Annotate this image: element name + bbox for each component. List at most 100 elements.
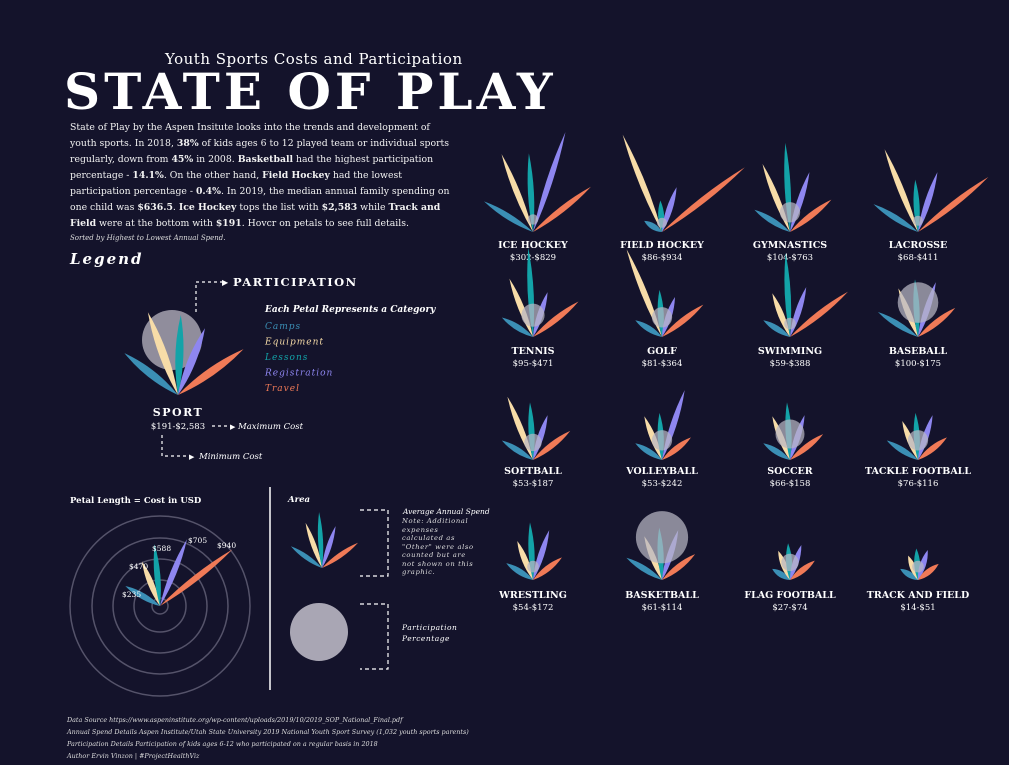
svg-text:▶: ▶ bbox=[189, 453, 195, 461]
sport-petal[interactable] bbox=[533, 430, 571, 460]
sport-tackle-football[interactable]: TACKLE FOOTBALL $76-$116 bbox=[865, 412, 971, 489]
ring-petal-4[interactable] bbox=[160, 549, 233, 606]
legend-title: Legend bbox=[70, 250, 144, 268]
sport-name: TRACK AND FIELD bbox=[867, 590, 969, 601]
sport-petal[interactable] bbox=[626, 557, 662, 580]
legend-petal-camps[interactable] bbox=[124, 353, 178, 395]
area-petal-4[interactable] bbox=[322, 542, 359, 568]
participation-circle[interactable] bbox=[784, 317, 796, 330]
sport-range: $61-$114 bbox=[642, 603, 683, 613]
sport-petal[interactable] bbox=[884, 149, 918, 232]
sport-petal[interactable] bbox=[662, 554, 696, 580]
sport-range: $14-$51 bbox=[900, 603, 935, 613]
sport-petal[interactable] bbox=[754, 209, 790, 232]
sport-lacrosse[interactable]: LACROSSE $68-$411 bbox=[873, 149, 989, 263]
sport-petal[interactable] bbox=[918, 563, 939, 580]
sport-petal[interactable] bbox=[918, 172, 938, 232]
sport-petal[interactable] bbox=[790, 434, 824, 460]
area-petal-0[interactable] bbox=[290, 546, 322, 568]
participation-circle[interactable] bbox=[527, 560, 539, 573]
ring-label-705: $705 bbox=[188, 536, 207, 545]
sport-petal[interactable] bbox=[772, 568, 790, 580]
sport-track-and-field[interactable]: TRACK AND FIELD $14-$51 bbox=[867, 548, 969, 613]
sport-petal[interactable] bbox=[506, 563, 533, 580]
sport-petal[interactable] bbox=[790, 560, 815, 580]
legend-petal-lessons[interactable] bbox=[175, 315, 184, 395]
sport-petal[interactable] bbox=[763, 320, 790, 337]
sport-wrestling[interactable]: WRESTLING $54-$172 bbox=[498, 522, 567, 613]
sport-petal[interactable] bbox=[877, 311, 918, 337]
participation-circle[interactable] bbox=[907, 430, 929, 451]
ring-petal-0[interactable] bbox=[125, 586, 160, 606]
sport-petal[interactable] bbox=[533, 186, 591, 232]
participation-circle[interactable] bbox=[781, 553, 799, 572]
sport-petal[interactable] bbox=[918, 437, 947, 460]
sport-petal[interactable] bbox=[501, 440, 533, 460]
sport-petal[interactable] bbox=[662, 167, 745, 232]
sport-petal[interactable] bbox=[784, 253, 792, 337]
sport-baseball[interactable]: BASEBALL $100-$175 bbox=[877, 279, 956, 369]
area-petal-1[interactable] bbox=[305, 522, 322, 568]
sport-petal[interactable] bbox=[501, 154, 533, 232]
sport-range: $66-$158 bbox=[770, 479, 811, 489]
sport-petal[interactable] bbox=[635, 443, 662, 460]
legend-petal-equipment[interactable] bbox=[147, 312, 178, 395]
sport-petal[interactable] bbox=[533, 301, 579, 337]
sport-ice-hockey[interactable]: ICE HOCKEY $302-$829 bbox=[484, 132, 591, 263]
sport-soccer[interactable]: SOCCER $66-$158 bbox=[763, 402, 824, 489]
area-petal-3[interactable] bbox=[322, 526, 336, 568]
sport-softball[interactable]: SOFTBALL $53-$187 bbox=[501, 396, 571, 489]
sport-basketball[interactable]: BASKETBALL $61-$114 bbox=[625, 511, 699, 613]
area-petal-2[interactable] bbox=[317, 512, 324, 568]
sport-field-hockey[interactable]: FIELD HOCKEY $86-$934 bbox=[620, 134, 745, 263]
sport-petal[interactable] bbox=[533, 132, 566, 232]
legend-max-cost: Maximum Cost bbox=[237, 422, 304, 432]
legend-petal-registration[interactable] bbox=[178, 328, 205, 395]
sport-petal[interactable] bbox=[873, 204, 918, 232]
ring-petal-1[interactable] bbox=[142, 561, 160, 606]
sport-petal[interactable] bbox=[790, 199, 832, 232]
participation-circle[interactable] bbox=[897, 282, 939, 323]
sport-petal[interactable] bbox=[900, 568, 918, 580]
sport-gymnastics[interactable]: GYMNASTICS $104-$763 bbox=[753, 142, 832, 263]
sport-petal[interactable] bbox=[644, 220, 662, 232]
sport-swimming[interactable]: SWIMMING $59-$388 bbox=[758, 253, 848, 369]
participation-circle[interactable] bbox=[913, 215, 923, 226]
participation-circle[interactable] bbox=[651, 430, 673, 451]
sport-petal[interactable] bbox=[790, 291, 848, 337]
footer-line-1: Data Source https://www.aspeninstitute.o… bbox=[67, 716, 403, 724]
participation-circle[interactable] bbox=[527, 214, 539, 225]
ring-petal-3[interactable] bbox=[160, 539, 187, 606]
sport-petal[interactable] bbox=[763, 443, 790, 460]
legend-sport-label: SPORT bbox=[153, 406, 203, 419]
participation-circle[interactable] bbox=[521, 303, 545, 327]
participation-circle[interactable] bbox=[635, 511, 689, 564]
sport-tennis[interactable]: TENNIS $95-$471 bbox=[501, 247, 579, 369]
ring-petal-2[interactable] bbox=[153, 544, 161, 606]
legend-petal-travel[interactable] bbox=[178, 349, 244, 395]
sport-petal[interactable] bbox=[484, 201, 533, 232]
sport-petal[interactable] bbox=[635, 320, 662, 337]
sport-golf[interactable]: GOLF $81-$364 bbox=[626, 249, 704, 369]
participation-circle[interactable] bbox=[779, 202, 801, 223]
sport-petal[interactable] bbox=[918, 177, 989, 232]
sport-petal[interactable] bbox=[501, 317, 533, 337]
participation-circle[interactable] bbox=[912, 560, 924, 573]
sport-petal[interactable] bbox=[662, 304, 704, 337]
area-circle bbox=[290, 603, 348, 661]
sport-petal[interactable] bbox=[918, 307, 956, 337]
sport-petal[interactable] bbox=[622, 134, 662, 232]
participation-circle[interactable] bbox=[775, 419, 805, 449]
sport-petal[interactable] bbox=[533, 557, 562, 580]
participation-circle[interactable] bbox=[651, 307, 673, 328]
sport-petal[interactable] bbox=[527, 153, 535, 232]
sport-name: ICE HOCKEY bbox=[498, 240, 568, 251]
participation-circle[interactable] bbox=[524, 433, 542, 452]
sport-name: SWIMMING bbox=[758, 346, 822, 357]
sport-volleyball[interactable]: VOLLEYBALL $53-$242 bbox=[625, 390, 698, 489]
sport-flag-football[interactable]: FLAG FOOTBALL $27-$74 bbox=[744, 543, 836, 613]
sport-petal[interactable] bbox=[662, 437, 691, 460]
participation-circle[interactable] bbox=[657, 217, 667, 228]
sport-petal[interactable] bbox=[886, 440, 918, 460]
sport-name: BASEBALL bbox=[889, 346, 948, 357]
